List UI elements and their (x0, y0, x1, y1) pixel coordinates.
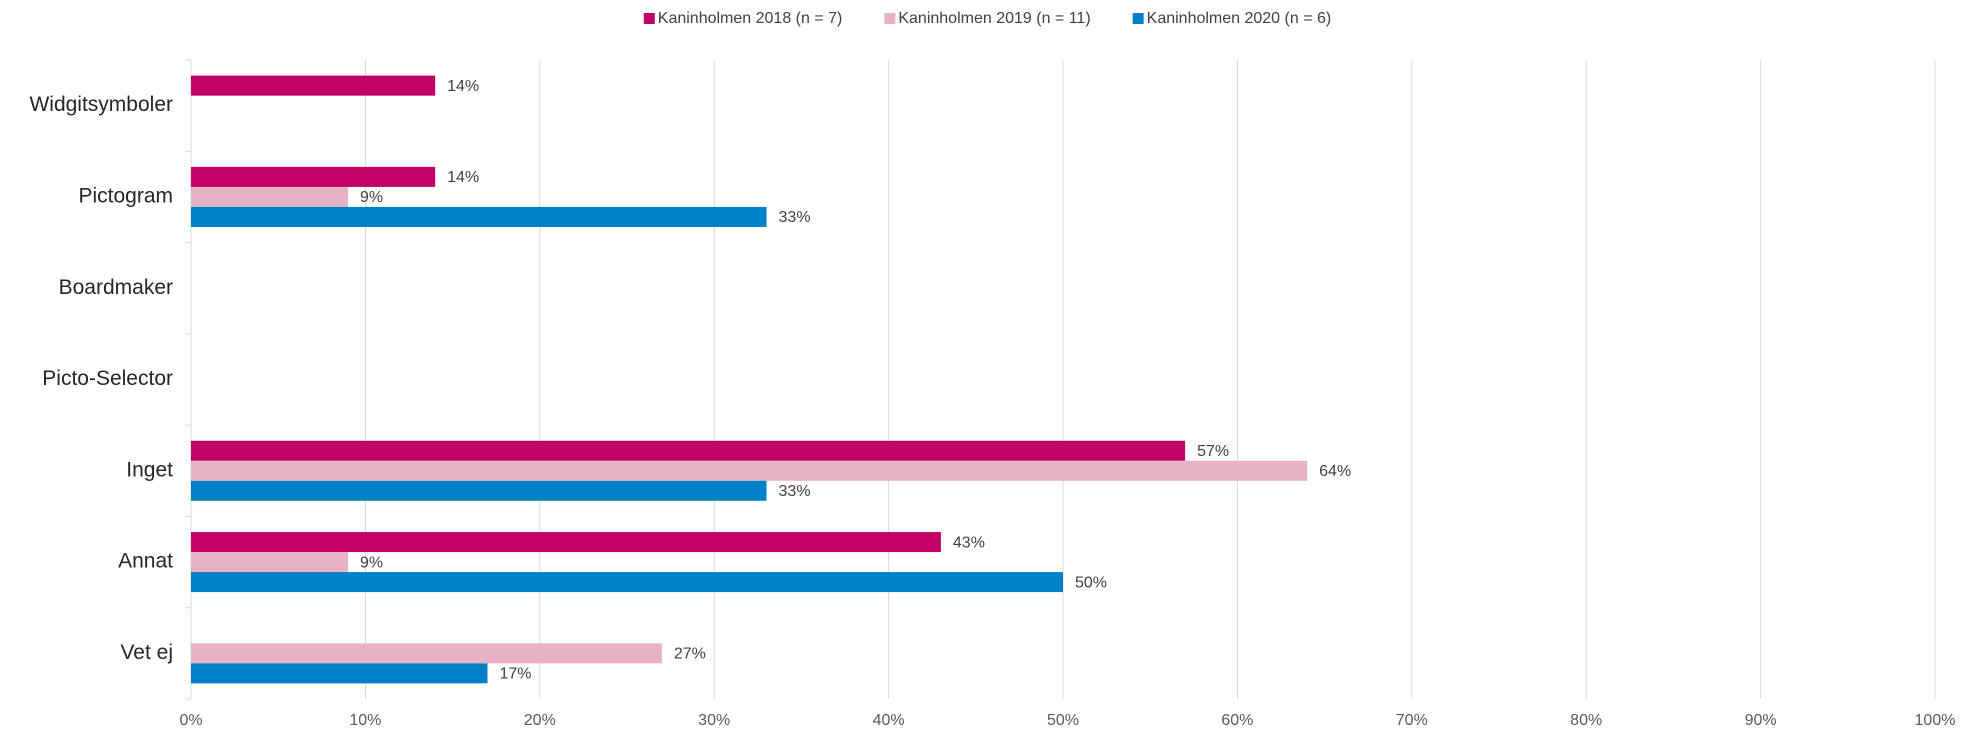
x-tick-label: 40% (873, 712, 905, 729)
x-tick-label: 50% (1047, 712, 1079, 729)
x-tick-label: 80% (1570, 712, 1602, 729)
legend-swatch (884, 13, 896, 24)
x-tick-label: 90% (1745, 712, 1777, 729)
y-tick-label: Vet ej (120, 641, 173, 664)
data-label: 43% (953, 534, 985, 551)
bar (191, 532, 941, 553)
data-label: 27% (674, 646, 706, 663)
x-tick-label: 30% (698, 712, 730, 729)
y-tick-label: Boardmaker (59, 276, 173, 299)
legend-label: Kaninholmen 2018 (n = 7) (658, 10, 843, 27)
bar (191, 572, 1063, 593)
data-label: 9% (360, 189, 383, 206)
y-tick-label: Pictogram (78, 184, 173, 207)
bar (191, 643, 662, 664)
bar (191, 460, 1308, 481)
bar (191, 440, 1186, 461)
legend-label: Kaninholmen 2019 (n = 11) (898, 10, 1090, 27)
data-label: 57% (1197, 443, 1229, 460)
x-tick-label: 10% (349, 712, 381, 729)
bar (191, 186, 348, 207)
bar (191, 75, 436, 96)
data-label: 50% (1075, 574, 1107, 591)
x-tick-label: 100% (1915, 712, 1956, 729)
bar (191, 552, 348, 573)
bar (191, 480, 767, 501)
y-tick-label: Inget (126, 458, 173, 481)
y-tick-label: Picto-Selector (42, 367, 173, 390)
data-label: 33% (779, 209, 811, 226)
legend-label: Kaninholmen 2020 (n = 6) (1147, 10, 1332, 27)
data-label: 17% (499, 666, 531, 683)
data-label: 9% (360, 554, 383, 571)
y-tick-label: Annat (118, 550, 173, 573)
bar (191, 206, 767, 227)
data-label: 14% (447, 78, 479, 95)
x-tick-label: 60% (1221, 712, 1253, 729)
legend-swatch (1132, 13, 1144, 24)
y-tick-label: Widgitsymboler (29, 93, 173, 116)
bar (191, 166, 436, 187)
x-tick-label: 70% (1396, 712, 1428, 729)
x-tick-label: 0% (179, 712, 202, 729)
bar (191, 663, 488, 684)
legend-swatch (643, 13, 655, 24)
data-label: 33% (779, 483, 811, 500)
data-label: 14% (447, 169, 479, 186)
data-label: 64% (1319, 463, 1351, 480)
x-tick-label: 20% (524, 712, 556, 729)
legend: Kaninholmen 2018 (n = 7) Kaninholmen 2019… (643, 10, 1332, 27)
